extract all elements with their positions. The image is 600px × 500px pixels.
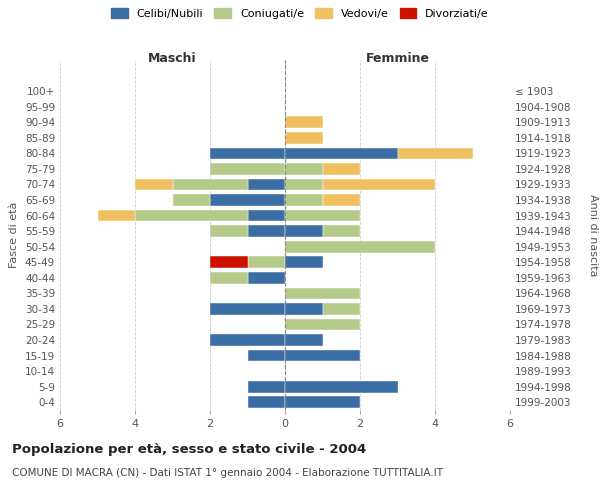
Bar: [210, 334, 285, 346]
Bar: [323, 178, 435, 190]
Text: Maschi: Maschi: [148, 52, 197, 64]
Bar: [285, 163, 323, 174]
Legend: Celibi/Nubili, Coniugati/e, Vedovi/e, Divorziati/e: Celibi/Nubili, Coniugati/e, Vedovi/e, Di…: [111, 8, 489, 19]
Bar: [285, 210, 360, 222]
Bar: [285, 303, 323, 314]
Text: Femmine: Femmine: [365, 52, 430, 64]
Bar: [210, 226, 248, 237]
Bar: [323, 226, 360, 237]
Bar: [248, 256, 285, 268]
Bar: [248, 396, 285, 408]
Bar: [97, 210, 135, 222]
Bar: [285, 178, 323, 190]
Bar: [323, 163, 360, 174]
Bar: [285, 288, 360, 299]
Bar: [210, 272, 248, 283]
Y-axis label: Fasce di età: Fasce di età: [10, 202, 19, 268]
Bar: [135, 210, 248, 222]
Bar: [210, 256, 248, 268]
Bar: [285, 148, 398, 159]
Bar: [173, 178, 248, 190]
Bar: [285, 334, 323, 346]
Bar: [398, 148, 473, 159]
Bar: [285, 396, 360, 408]
Bar: [248, 226, 285, 237]
Bar: [210, 194, 285, 206]
Bar: [248, 272, 285, 283]
Bar: [210, 148, 285, 159]
Bar: [323, 303, 360, 314]
Text: Popolazione per età, sesso e stato civile - 2004: Popolazione per età, sesso e stato civil…: [12, 442, 366, 456]
Bar: [248, 178, 285, 190]
Bar: [323, 194, 360, 206]
Bar: [210, 163, 285, 174]
Bar: [285, 241, 435, 252]
Bar: [173, 194, 210, 206]
Bar: [285, 194, 323, 206]
Bar: [248, 350, 285, 362]
Bar: [285, 116, 323, 128]
Bar: [210, 303, 285, 314]
Text: COMUNE DI MACRA (CN) - Dati ISTAT 1° gennaio 2004 - Elaborazione TUTTITALIA.IT: COMUNE DI MACRA (CN) - Dati ISTAT 1° gen…: [12, 468, 443, 477]
Bar: [248, 210, 285, 222]
Bar: [285, 132, 323, 143]
Bar: [285, 318, 360, 330]
Bar: [285, 350, 360, 362]
Y-axis label: Anni di nascita: Anni di nascita: [588, 194, 598, 276]
Bar: [248, 381, 285, 392]
Bar: [135, 178, 173, 190]
Bar: [285, 256, 323, 268]
Bar: [285, 226, 323, 237]
Bar: [285, 381, 398, 392]
